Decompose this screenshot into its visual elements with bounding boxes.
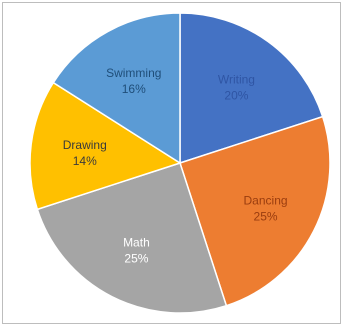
slice-value-drawing: 14% [73,154,97,168]
pie-slices [29,12,331,314]
slice-value-dancing: 25% [254,210,278,224]
slice-value-math: 25% [124,252,148,266]
slice-label-writing: Writing [218,72,255,86]
slice-label-drawing: Drawing [63,138,107,152]
pie-slice-dancing [179,115,331,307]
pie-slice-drawing [29,81,182,211]
pie-slice-writing [179,12,324,165]
slice-value-swimming: 16% [122,82,146,96]
slice-label-math: Math [123,236,150,250]
pie-slice-swimming [52,12,181,165]
pie-labels: Writing 20% Dancing 25% Math 25% Drawing 14% Swi… [63,66,288,266]
pie-slice-math [36,162,228,314]
slice-label-swimming: Swimming [106,66,161,80]
slice-label-dancing: Dancing [244,194,288,208]
slice-value-writing: 20% [224,88,248,102]
